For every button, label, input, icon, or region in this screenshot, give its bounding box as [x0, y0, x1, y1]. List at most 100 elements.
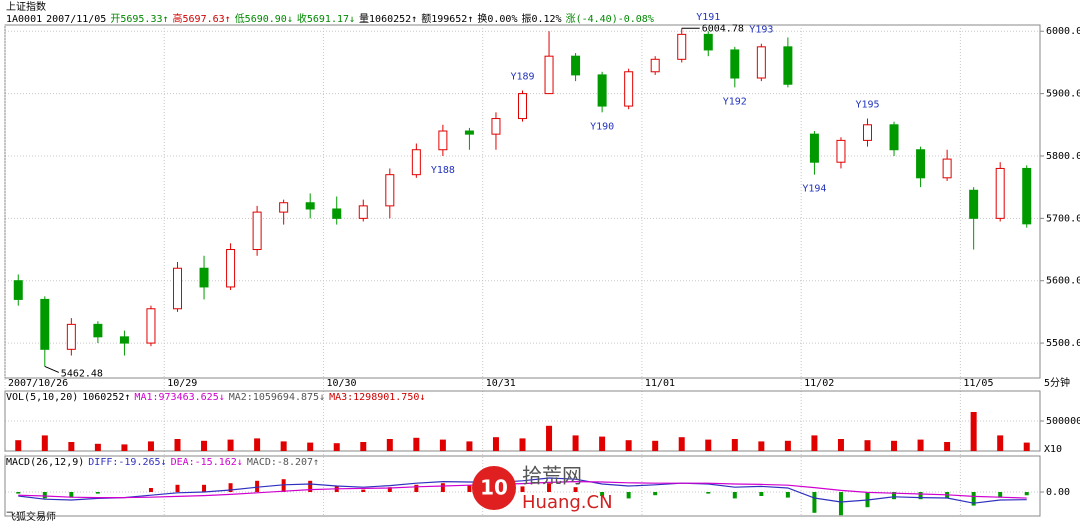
watermark: 10 拾荒网 Huang.CN [472, 464, 613, 513]
volume-bar [652, 440, 659, 451]
wave-label: Y190 [590, 121, 614, 132]
quote-field: 收5691.17↓ [297, 12, 355, 25]
volume-bar [625, 440, 632, 451]
volume-bar [121, 444, 128, 451]
volume-bar [174, 439, 181, 451]
candle-body [173, 267, 182, 310]
volume-bar [492, 437, 499, 451]
y-tick-label: 5500.0 [1046, 338, 1080, 349]
candle-body [305, 202, 315, 210]
macd-bar [573, 487, 578, 492]
low-label: 5462.48 [61, 368, 103, 379]
volume-bar [413, 437, 420, 451]
macd-bar [706, 492, 711, 494]
quote-field: 开5695.33↑ [110, 14, 168, 25]
candle-body [942, 158, 952, 179]
volume-bar [519, 438, 526, 451]
macd-bar [148, 488, 153, 492]
quote-field: 1A0001 [6, 14, 42, 25]
volume-bar [386, 439, 393, 451]
candle-body [863, 124, 872, 141]
quote-field: 涨(-4.40)-0.08% [566, 13, 654, 25]
volume-bar [147, 441, 154, 451]
candle-body [411, 149, 421, 176]
candle-body [279, 202, 289, 213]
macd-bar [732, 492, 737, 499]
macd-bar [467, 485, 472, 492]
quote-line: 1A0001 2007/11/05 开5695.33↑ 高5697.63↑ 低5690.… [6, 12, 654, 25]
macd-bar [175, 484, 180, 492]
x-tick-label: 10/31 [486, 378, 516, 389]
volume-bar [68, 442, 75, 451]
x-tick-label: 2007/10/26 [8, 378, 68, 389]
wave-label: Y195 [855, 100, 879, 111]
macd-bar [308, 480, 313, 492]
volume-bar [307, 442, 314, 451]
macd-bar [42, 492, 47, 499]
volume-bar [784, 440, 791, 451]
candle-body [916, 149, 926, 179]
candle-body [13, 280, 23, 300]
volume-bar [997, 435, 1004, 451]
macd-bar [202, 484, 207, 492]
y-tick-label: 5900.0 [1046, 89, 1080, 100]
macd-bar [255, 480, 260, 492]
macd-bar [520, 486, 525, 492]
macd-bar [838, 492, 843, 516]
candle-body [783, 46, 793, 85]
y-tick-label: 6000.0 [1046, 26, 1080, 37]
volume-bar [546, 425, 553, 451]
macd-bar [361, 489, 366, 492]
macd-bar [626, 492, 631, 499]
macd-bar [228, 483, 233, 492]
macd-bar [759, 492, 764, 496]
volume-bar [811, 435, 818, 451]
volume-bar [466, 441, 473, 451]
candle-body [66, 323, 76, 350]
watermark-logo: 10 [480, 476, 508, 500]
volume-bar [758, 441, 765, 451]
volume-bar [572, 435, 579, 451]
quote-field: 低5690.90↓ [235, 12, 293, 25]
legend-entry: MA3:1298901.750↓ [329, 392, 425, 403]
candle-body [730, 49, 740, 79]
legend-entry: MA2:1059694.875↓ [229, 392, 325, 403]
candle-body [464, 130, 474, 135]
legend-entry: 1060252↑ [82, 392, 130, 403]
candle-body [809, 133, 819, 163]
watermark-name: 拾荒网 [522, 464, 582, 488]
candle-body [597, 74, 607, 107]
macd-bar [998, 492, 1003, 498]
macd-bar [95, 492, 100, 494]
candle-body [571, 55, 581, 76]
volume-bar [837, 439, 844, 451]
y-tick-label: 5600.0 [1046, 276, 1080, 287]
candle-body [226, 249, 236, 288]
x-tick-label: 11/05 [963, 378, 993, 389]
wave-label: Y192 [723, 96, 747, 107]
volume-bar [439, 439, 446, 451]
volume-bar [891, 440, 898, 451]
panel-legend: VOL(5,10,20) 1060252↑ MA1:973463.625↓ MA2:1… [6, 392, 425, 403]
volume-bar [254, 438, 261, 451]
x-tick-label: 11/02 [804, 378, 834, 389]
volume-bar [705, 439, 712, 451]
volume-bar [280, 441, 287, 451]
macd-bar [812, 492, 817, 513]
macd-bar [16, 492, 21, 494]
dea-line [18, 480, 1027, 499]
panel-legend: MACD(26,12,9) DIFF:-19.265↓ DEA:-15.162↓ MA… [6, 457, 319, 468]
volume-bar [1023, 442, 1030, 451]
macd-bar [387, 487, 392, 492]
macd-bar [414, 484, 419, 492]
wave-label: Y191 [696, 12, 720, 23]
volume-bar [360, 442, 367, 451]
candle-body [199, 267, 209, 288]
legend-entry: VOL(5,10,20) [6, 392, 78, 403]
y-tick-label: 0.00 [1046, 487, 1070, 498]
macd-bar [547, 483, 552, 492]
volume-bar [731, 439, 738, 451]
watermark-site: Huang.CN [522, 492, 613, 513]
wave-label: Y189 [510, 71, 534, 82]
candle-body [703, 33, 713, 51]
